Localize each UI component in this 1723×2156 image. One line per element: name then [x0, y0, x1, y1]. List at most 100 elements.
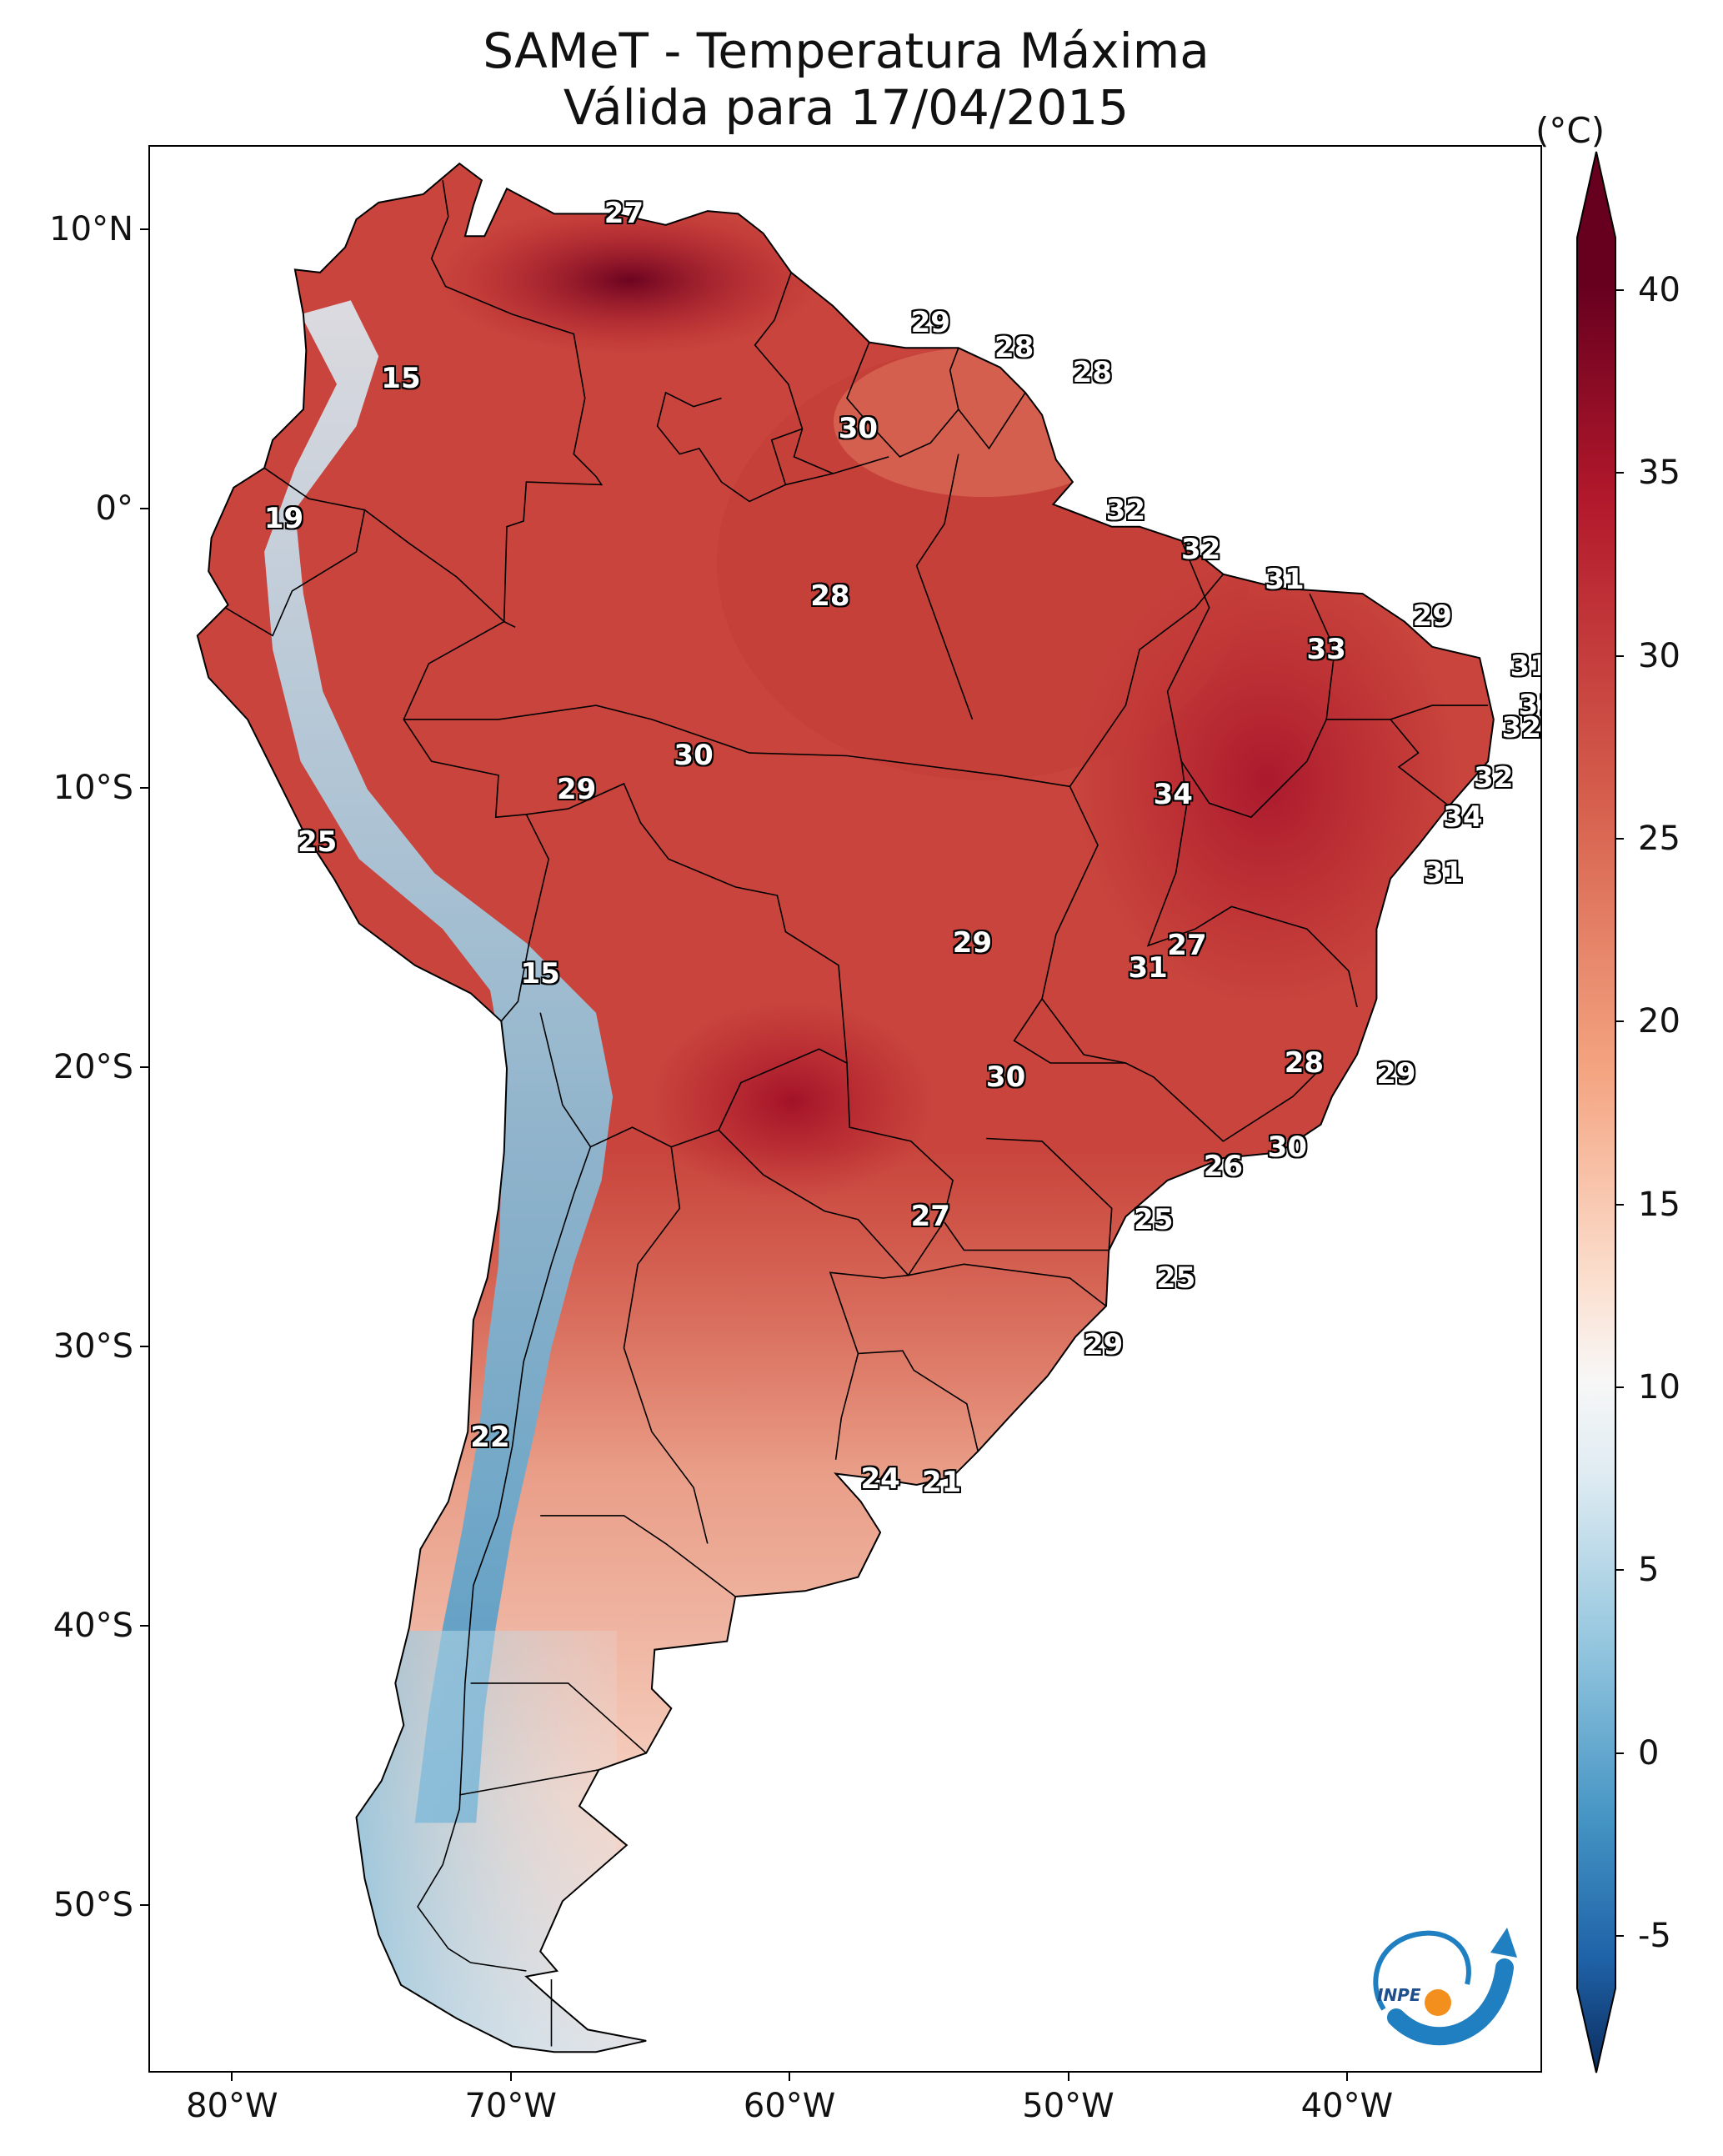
colorbar-tick-label: 15	[1638, 1185, 1680, 1224]
border-line	[1390, 719, 1450, 807]
longitude-tick	[231, 2073, 233, 2081]
temperature-value-label: 15	[520, 956, 560, 990]
longitude-tick-label: 50°W	[1022, 2087, 1114, 2125]
latitude-tick	[140, 1345, 148, 1347]
colorbar-tick	[1615, 1386, 1624, 1388]
colorbar	[1576, 151, 1616, 2073]
longitude-tick-label: 70°W	[464, 2087, 557, 2125]
latitude-tick-label: 40°S	[53, 1606, 133, 1645]
border-line	[417, 1146, 592, 1972]
temperature-value-label: 31	[1265, 563, 1305, 597]
temperature-value-label: 31	[1518, 689, 1540, 723]
map-title: SAMeT - Temperatura Máxima	[483, 23, 1210, 79]
temperature-value-label: 34	[1443, 800, 1483, 835]
latitude-tick	[140, 228, 148, 230]
temperature-value-label: 31	[1423, 856, 1464, 890]
longitude-tick-label: 80°W	[186, 2087, 278, 2125]
colorbar-tick	[1615, 1569, 1624, 1572]
border-line	[958, 392, 1026, 450]
temperature-value-label: 27	[604, 197, 644, 231]
temperature-value-label: 29	[1412, 599, 1452, 633]
latitude-tick-label: 10°S	[53, 768, 133, 807]
colorbar-tick	[1615, 1935, 1624, 1937]
temperature-value-label: 25	[1155, 1261, 1196, 1296]
longitude-tick	[1345, 2073, 1348, 2081]
colorbar-tick	[1615, 654, 1624, 657]
latitude-tick	[140, 1624, 148, 1627]
colorbar-tick	[1615, 838, 1624, 840]
temperature-value-label: 29	[1083, 1328, 1124, 1362]
temperature-value-label: 22	[470, 1421, 510, 1455]
border-line	[908, 1263, 1107, 1307]
temperature-value-label: 32	[1181, 532, 1221, 566]
colorbar-tick-label: 40	[1638, 271, 1680, 309]
temperature-value-label: 29	[1376, 1057, 1416, 1091]
border-line	[754, 272, 889, 474]
border-line	[944, 1137, 1113, 1251]
longitude-tick	[509, 2073, 512, 2081]
border-line	[829, 1271, 909, 1354]
inpe-logo: INPE	[1373, 1928, 1517, 2046]
border-line	[1166, 540, 1327, 819]
temperature-value-label: 25	[297, 825, 338, 860]
colorbar-tick-label: 30	[1638, 636, 1680, 675]
temperature-value-label: 25	[1134, 1202, 1174, 1236]
temperature-value-label: 30	[985, 1060, 1026, 1094]
border-line	[1309, 593, 1489, 720]
longitude-tick	[789, 2073, 791, 2081]
colorbar-tick-label: 0	[1638, 1733, 1660, 1772]
border-line	[526, 782, 848, 1148]
temperature-value-label: 29	[556, 772, 597, 806]
latitude-tick-label: 10°N	[49, 209, 133, 248]
colorbar-tick	[1615, 1752, 1624, 1754]
temperature-value-label: 32	[1474, 761, 1514, 795]
border-line	[915, 454, 974, 720]
longitude-tick-label: 40°W	[1300, 2087, 1394, 2125]
latitude-tick	[140, 1065, 148, 1068]
temperature-value-label: 28	[994, 331, 1034, 365]
temperature-value-label: 15	[381, 362, 421, 396]
temperature-value-label: 29	[910, 306, 950, 340]
latitude-tick	[140, 507, 148, 509]
temperature-value-label: 28	[810, 579, 850, 614]
colorbar-tick	[1615, 1203, 1624, 1206]
colorbar-tick-label: -5	[1638, 1917, 1671, 1955]
temperature-value-label: 28	[1284, 1046, 1325, 1081]
temperature-value-label: 26	[1203, 1150, 1244, 1183]
border-line	[623, 1146, 709, 1544]
temperature-value-label: 30	[1267, 1130, 1308, 1164]
border-line	[1146, 761, 1358, 1008]
temperature-value-label: 29	[952, 925, 993, 960]
latitude-tick	[140, 786, 148, 789]
border-line	[770, 428, 834, 486]
latitude-tick-label: 20°S	[53, 1047, 133, 1086]
temperature-value-label: 31	[1128, 951, 1168, 985]
border-line	[1041, 998, 1322, 1142]
temperature-value-label: 32	[1501, 710, 1541, 745]
colorbar-tick-label: 20	[1638, 1002, 1680, 1041]
latitude-tick	[140, 1903, 148, 1906]
temperature-value-label: 31	[1510, 649, 1540, 684]
border-line	[224, 467, 366, 637]
temperature-value-label: 24	[860, 1462, 900, 1497]
temperature-value-label: 30	[838, 412, 879, 446]
longitude-tick-label: 60°W	[743, 2087, 836, 2125]
longitude-tick	[1067, 2073, 1069, 2081]
colorbar-unit: (°C)	[1535, 110, 1605, 151]
border-line	[403, 704, 1070, 788]
latitude-tick-label: 30°S	[53, 1326, 133, 1366]
border-line	[846, 342, 959, 458]
svg-text:INPE: INPE	[1377, 1985, 1421, 2005]
border-line	[470, 1682, 647, 1754]
temperature-value-label: 33	[1306, 633, 1346, 667]
colorbar-tick	[1615, 289, 1624, 291]
border-line	[459, 1769, 599, 1796]
border-line	[364, 509, 550, 1022]
temperature-value-label: 27	[910, 1200, 950, 1234]
temperature-value-label: 32	[1105, 493, 1146, 527]
colorbar-tick-label: 10	[1638, 1368, 1680, 1406]
temperature-value-label: 19	[263, 501, 304, 535]
map-panel[interactable]: 2729282815303219323128293331313230322934…	[148, 145, 1542, 2073]
border-line	[718, 1062, 954, 1277]
latitude-tick-label: 50°S	[53, 1885, 133, 1924]
